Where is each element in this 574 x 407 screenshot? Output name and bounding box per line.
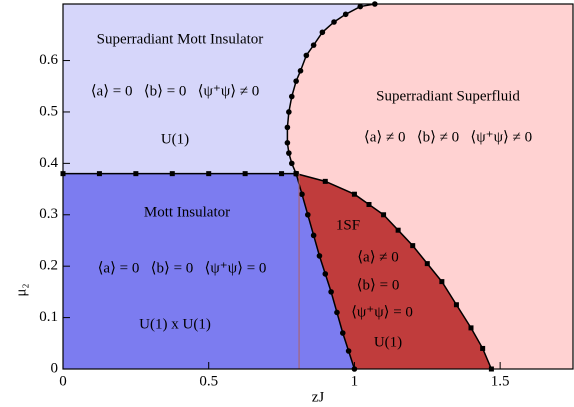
marker	[468, 325, 474, 331]
marker	[357, 3, 364, 10]
marker	[331, 19, 337, 25]
x-tick-label: 0.5	[199, 373, 218, 389]
marker	[206, 171, 212, 177]
marker	[299, 191, 305, 198]
marker	[395, 227, 401, 233]
y-tick-label: 0.5	[39, 103, 58, 119]
region	[296, 173, 492, 369]
marker	[288, 93, 295, 100]
x-tick-label: 1.5	[491, 373, 510, 389]
marker	[133, 171, 139, 177]
annotation: ⟨a⟩ = 0 ⟨b⟩ = 0 ⟨ψ⁺ψ⟩ ≠ 0	[91, 83, 260, 99]
marker	[424, 261, 430, 267]
marker	[284, 140, 291, 146]
marker	[339, 330, 346, 336]
y-axis-label: μ₂	[13, 283, 29, 296]
annotation: Superradiant Mott Insulator	[97, 31, 264, 47]
marker	[480, 345, 486, 351]
marker	[381, 212, 387, 218]
y-tick-label: 0.1	[39, 309, 58, 325]
marker	[279, 171, 285, 177]
plot-frame	[62, 3, 574, 370]
x-axis-label: zJ	[312, 389, 325, 405]
annotation: ⟨a⟩ = 0 ⟨b⟩ = 0 ⟨ψ⁺ψ⟩ = 0	[98, 260, 267, 276]
annotation: Superradiant Superfluid	[376, 88, 520, 104]
marker	[284, 124, 291, 131]
marker	[351, 191, 357, 197]
marker	[345, 348, 352, 354]
marker	[286, 150, 292, 156]
marker	[328, 289, 334, 295]
marker	[310, 42, 317, 48]
marker	[366, 201, 372, 207]
marker	[316, 253, 323, 259]
x-tick-label: 0	[59, 373, 67, 389]
y-tick-label: 0.6	[39, 52, 58, 68]
marker	[286, 109, 292, 115]
marker	[297, 68, 304, 74]
marker	[96, 171, 102, 177]
marker	[169, 171, 175, 177]
marker	[439, 279, 445, 285]
marker	[293, 171, 299, 177]
annotation: Mott Insulator	[144, 204, 230, 220]
annotation: U(1)	[161, 131, 189, 147]
marker	[310, 232, 317, 239]
marker	[342, 11, 349, 18]
annotation: U(1)	[374, 334, 402, 350]
marker	[303, 52, 310, 59]
region	[63, 4, 375, 174]
marker	[242, 171, 248, 177]
marker	[322, 178, 328, 184]
marker	[305, 211, 311, 218]
annotation: ⟨a⟩ ≠ 0 ⟨b⟩ ≠ 0 ⟨ψ⁺ψ⟩ ≠ 0	[364, 129, 532, 145]
annotation: ⟨b⟩ = 0	[357, 277, 400, 293]
marker	[322, 271, 329, 277]
x-tick-label: 1	[351, 373, 359, 389]
marker	[319, 29, 326, 36]
y-tick-label: 0.2	[39, 258, 58, 274]
marker	[293, 78, 299, 84]
annotation: U(1) x U(1)	[139, 316, 211, 332]
marker	[288, 160, 295, 167]
y-tick-label: 0.4	[39, 155, 58, 171]
annotation: 1SF	[336, 217, 360, 233]
marker	[334, 309, 340, 316]
y-tick-label: 0.3	[39, 206, 58, 222]
annotation: ⟨a⟩ ≠ 0	[357, 249, 399, 265]
y-tick-label: 0	[51, 360, 59, 376]
marker	[410, 243, 416, 249]
boundary-line	[286, 3, 375, 174]
region	[63, 173, 355, 369]
marker	[453, 302, 459, 308]
annotation: ⟨ψ⁺ψ⟩ = 0	[351, 304, 413, 320]
